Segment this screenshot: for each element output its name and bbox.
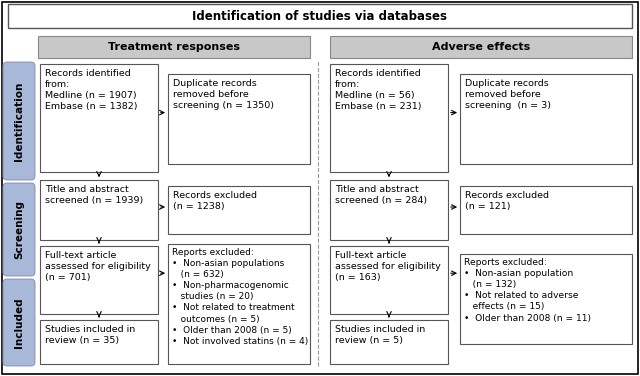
FancyBboxPatch shape — [460, 74, 632, 164]
FancyBboxPatch shape — [3, 279, 35, 366]
FancyBboxPatch shape — [40, 320, 158, 364]
Text: Title and abstract
screened (n = 1939): Title and abstract screened (n = 1939) — [45, 185, 143, 205]
Text: Studies included in
review (n = 35): Studies included in review (n = 35) — [45, 325, 135, 345]
FancyBboxPatch shape — [168, 186, 310, 234]
FancyBboxPatch shape — [460, 186, 632, 234]
Text: Records identified
from:
Medline (n = 56)
Embase (n = 231): Records identified from: Medline (n = 56… — [335, 69, 422, 111]
FancyBboxPatch shape — [8, 4, 632, 28]
Text: Included: Included — [14, 297, 24, 348]
Text: Records excluded
(n = 121): Records excluded (n = 121) — [465, 191, 549, 211]
Text: Full-text article
assessed for eligibility
(n = 163): Full-text article assessed for eligibili… — [335, 251, 441, 282]
FancyBboxPatch shape — [168, 244, 310, 364]
FancyBboxPatch shape — [330, 180, 448, 240]
Text: Reports excluded:
•  Non-asian populations
   (n = 632)
•  Non-pharmacogenomic
 : Reports excluded: • Non-asian population… — [172, 248, 308, 346]
Text: Records excluded
(n = 1238): Records excluded (n = 1238) — [173, 191, 257, 211]
FancyBboxPatch shape — [38, 36, 310, 58]
Text: Duplicate records
removed before
screening (n = 1350): Duplicate records removed before screeni… — [173, 79, 274, 110]
Text: Records identified
from:
Medline (n = 1907)
Embase (n = 1382): Records identified from: Medline (n = 19… — [45, 69, 138, 111]
Text: Adverse effects: Adverse effects — [432, 42, 530, 52]
FancyBboxPatch shape — [460, 254, 632, 344]
Text: Reports excluded:
•  Non-asian population
   (n = 132)
•  Not related to adverse: Reports excluded: • Non-asian population… — [464, 258, 591, 323]
Text: Screening: Screening — [14, 200, 24, 259]
FancyBboxPatch shape — [330, 246, 448, 314]
FancyBboxPatch shape — [330, 320, 448, 364]
FancyBboxPatch shape — [330, 36, 632, 58]
FancyBboxPatch shape — [168, 74, 310, 164]
Text: Full-text article
assessed for eligibility
(n = 701): Full-text article assessed for eligibili… — [45, 251, 151, 282]
Text: Treatment responses: Treatment responses — [108, 42, 240, 52]
FancyBboxPatch shape — [40, 64, 158, 172]
Text: Identification: Identification — [14, 81, 24, 161]
FancyBboxPatch shape — [330, 64, 448, 172]
FancyBboxPatch shape — [40, 246, 158, 314]
Text: Title and abstract
screened (n = 284): Title and abstract screened (n = 284) — [335, 185, 427, 205]
Text: Identification of studies via databases: Identification of studies via databases — [193, 9, 447, 23]
Text: Studies included in
review (n = 5): Studies included in review (n = 5) — [335, 325, 425, 345]
FancyBboxPatch shape — [3, 62, 35, 180]
FancyBboxPatch shape — [40, 180, 158, 240]
Text: Duplicate records
removed before
screening  (n = 3): Duplicate records removed before screeni… — [465, 79, 551, 110]
FancyBboxPatch shape — [3, 183, 35, 276]
